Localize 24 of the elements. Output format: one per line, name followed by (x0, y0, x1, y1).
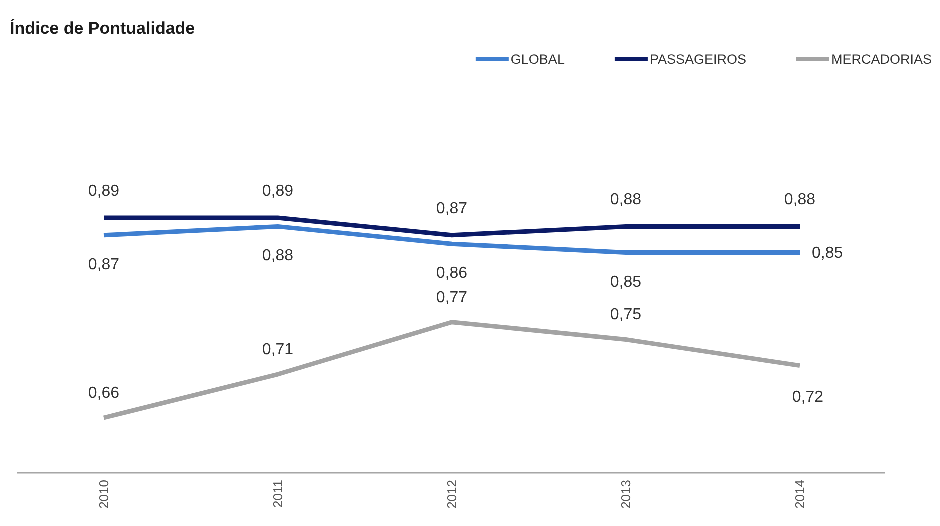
data-label: 0,75 (610, 306, 642, 324)
data-label: 0,71 (262, 342, 294, 359)
data-label: 0,88 (262, 248, 294, 265)
x-tick-label: 2013 (618, 480, 634, 509)
data-label: 0,88 (784, 192, 816, 209)
legend-label: PASSAGEIROS (650, 52, 746, 67)
legend-label: MERCADORIAS (831, 52, 932, 67)
data-label: 0,72 (792, 388, 824, 406)
legend-label: GLOBAL (510, 52, 566, 67)
data-label: 0,88 (610, 192, 642, 209)
x-tick-label: 2010 (96, 480, 112, 509)
data-label: 0,89 (88, 183, 120, 200)
data-label: 0,85 (812, 244, 844, 262)
data-label: 0,85 (610, 274, 642, 291)
x-tick-label: 2014 (792, 480, 808, 509)
x-tick-label: 2011 (270, 480, 286, 508)
data-label: 0,89 (262, 183, 294, 200)
data-label: 0,87 (436, 200, 468, 218)
x-tick-label: 2012 (444, 480, 460, 509)
data-label: 0,66 (88, 385, 120, 402)
data-label: 0,86 (436, 265, 468, 282)
data-label: 0,77 (436, 289, 468, 306)
chart-title: Índice de Pontualidade (10, 18, 196, 38)
data-label: 0,87 (88, 256, 120, 274)
